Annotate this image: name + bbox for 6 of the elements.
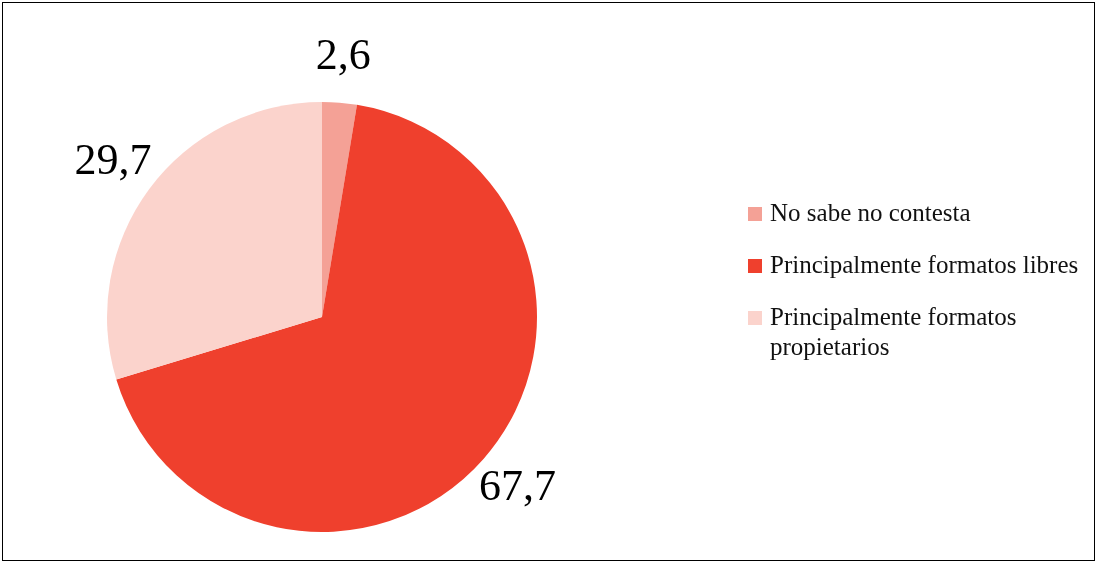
data-label: 2,6	[315, 30, 371, 80]
legend-label: No sabe no contesta	[770, 198, 972, 228]
data-label: 67,7	[479, 460, 557, 510]
legend-label: Principalmente formatos propietarios	[770, 302, 1018, 362]
data-label: 29,7	[74, 134, 152, 184]
legend-label: Principalmente formatos libres	[770, 250, 1080, 280]
